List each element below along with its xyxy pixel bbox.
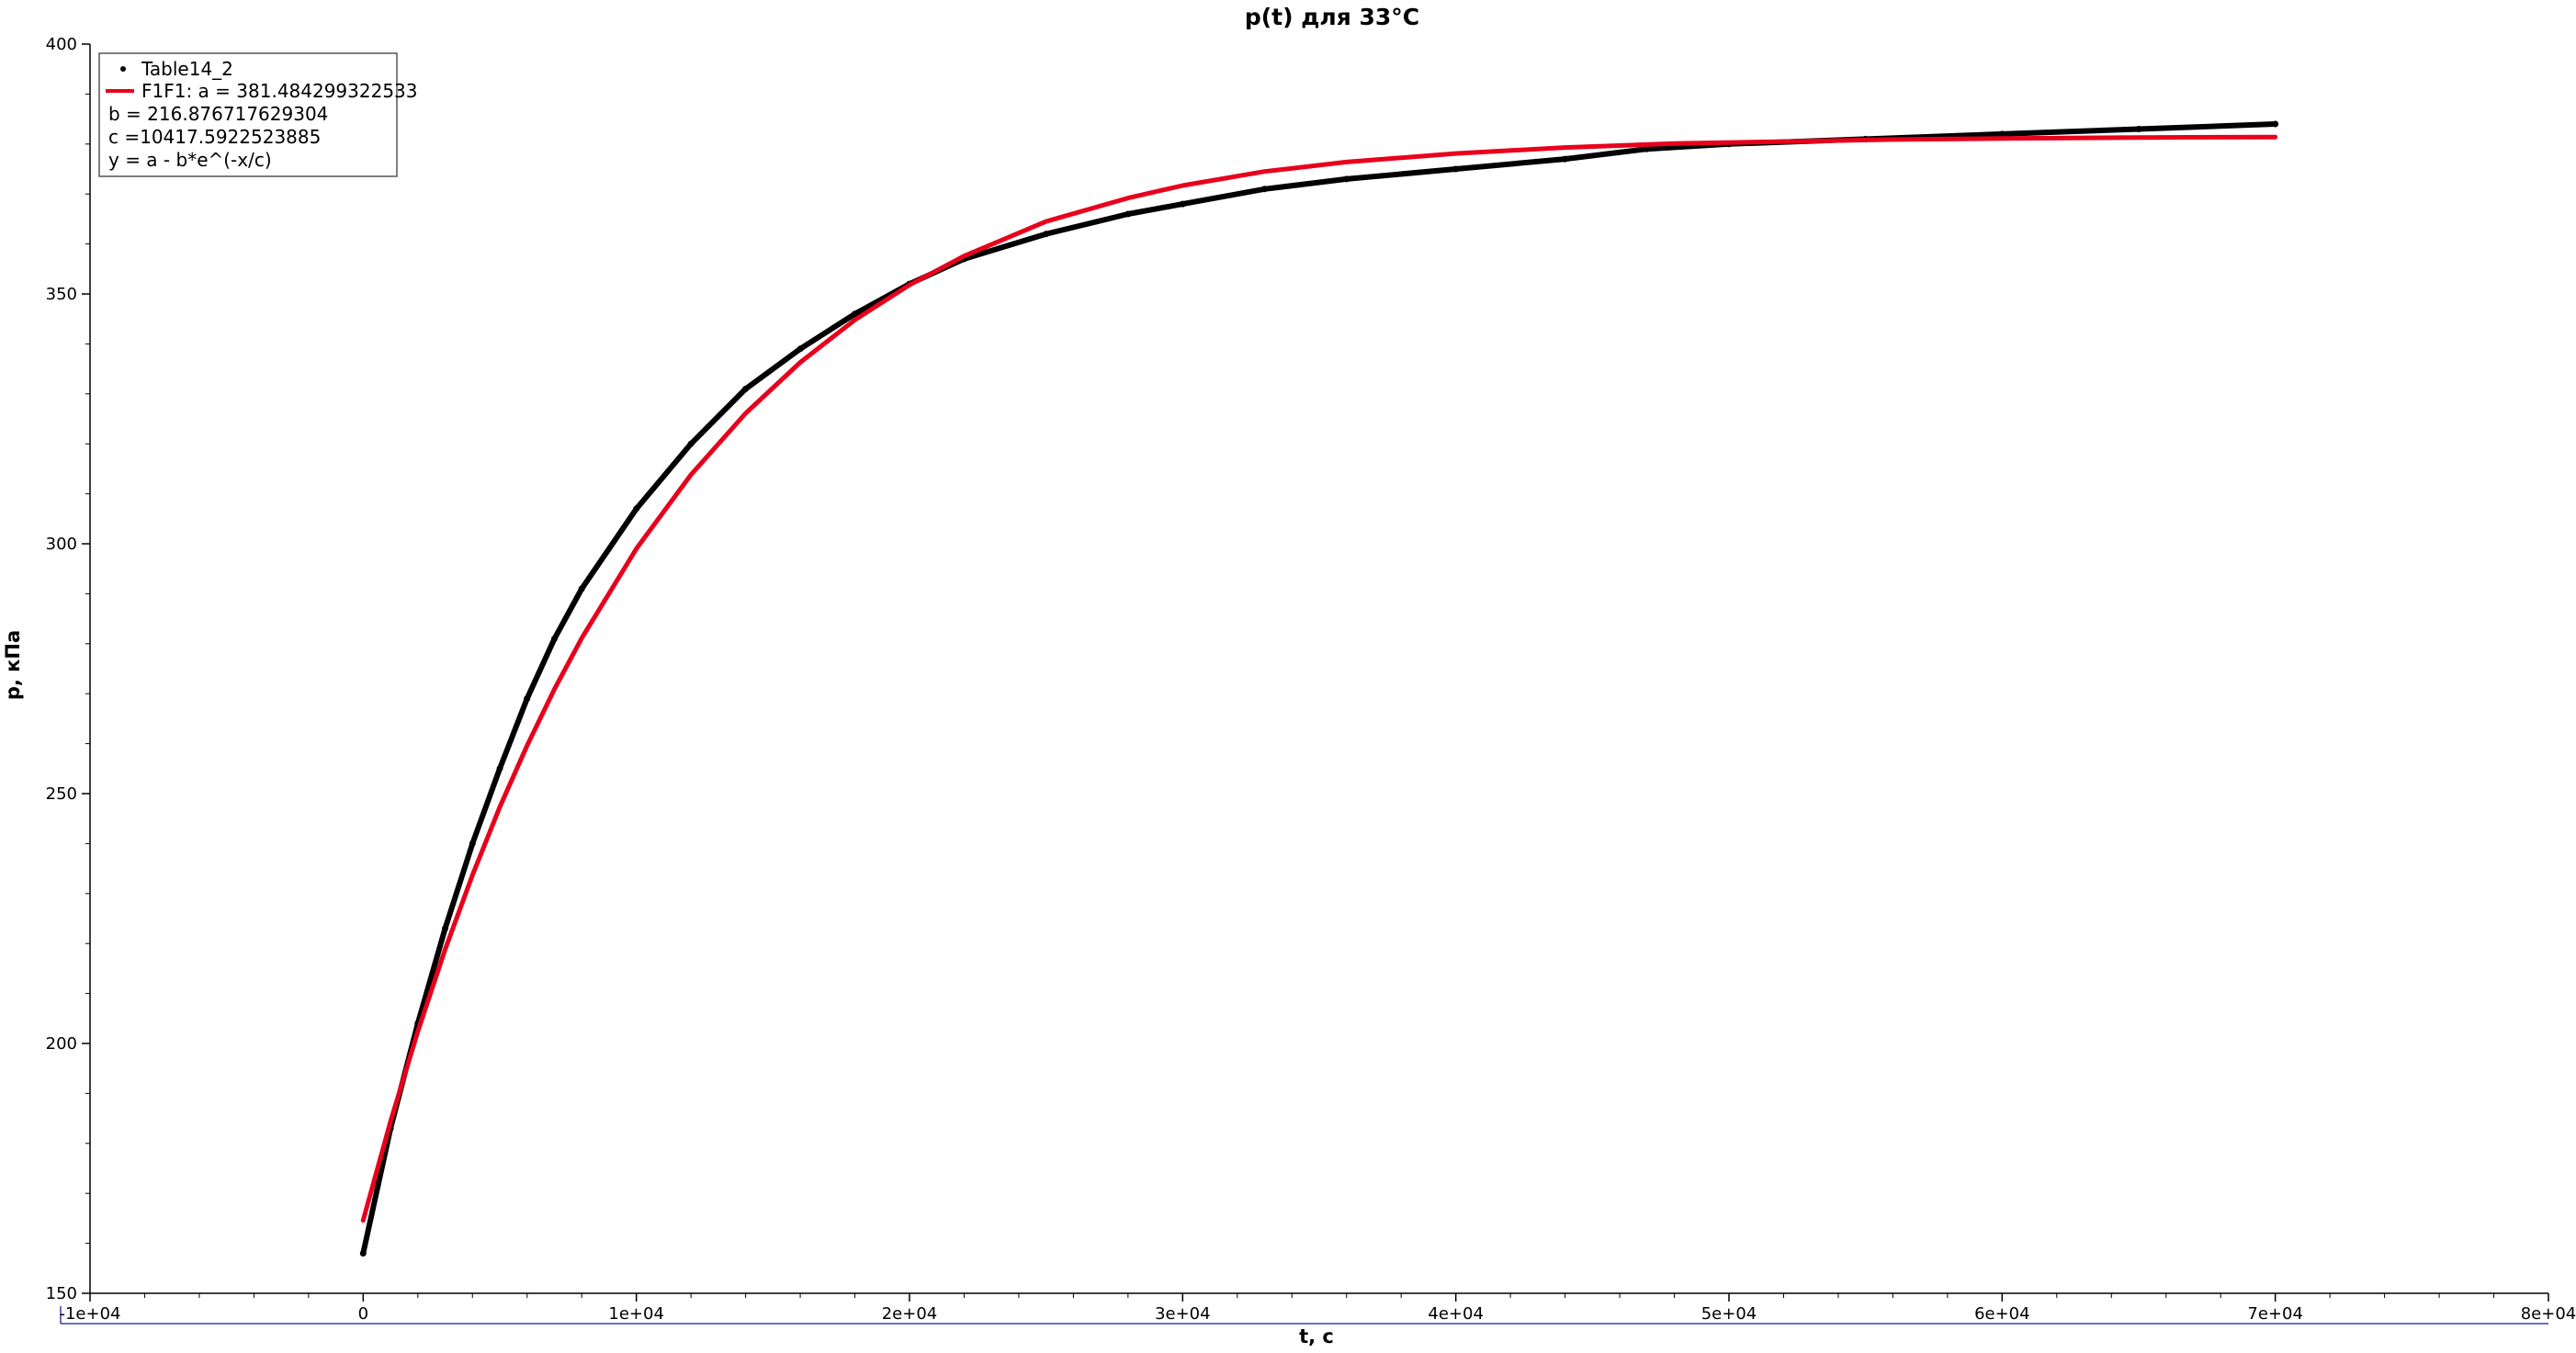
legend-box bbox=[98, 52, 398, 177]
data-series-trace bbox=[360, 121, 2278, 1257]
data-point bbox=[742, 385, 750, 392]
x-tick-label: 3e+04 bbox=[1155, 1304, 1211, 1324]
data-point bbox=[2135, 126, 2142, 132]
data-point bbox=[1124, 210, 1132, 218]
data-point bbox=[1562, 155, 1569, 163]
x-tick-label: 0 bbox=[358, 1304, 368, 1324]
data-point bbox=[2272, 120, 2279, 128]
data-point bbox=[797, 345, 804, 353]
data-point bbox=[1179, 200, 1186, 208]
data-point bbox=[687, 440, 695, 447]
x-tick-label: 1e+04 bbox=[608, 1304, 664, 1324]
x-tick-label: -1e+04 bbox=[59, 1304, 120, 1324]
data-point bbox=[1343, 175, 1350, 183]
legend-entry-label: F1F1: a = 381.484299322533 bbox=[141, 80, 418, 102]
data-point bbox=[469, 840, 476, 847]
data-point bbox=[633, 505, 640, 513]
legend-dot-marker bbox=[120, 66, 126, 72]
data-point bbox=[852, 310, 858, 318]
data-point bbox=[1644, 145, 1651, 152]
legend-formula-line: y = a - b*e^(-x/c) bbox=[108, 149, 272, 171]
y-tick-label: 400 bbox=[46, 35, 77, 54]
x-tick-label: 2e+04 bbox=[882, 1304, 938, 1324]
y-tick-label: 350 bbox=[46, 285, 77, 304]
data-point bbox=[442, 925, 448, 932]
legend-formula-line: b = 216.876717629304 bbox=[108, 103, 328, 125]
fit-curve-line bbox=[360, 134, 2278, 1223]
legend-entry-label: Table14_2 bbox=[141, 58, 233, 80]
x-tick-label: 5e+04 bbox=[1701, 1304, 1757, 1324]
plot-area bbox=[359, 120, 2279, 1257]
data-point bbox=[551, 635, 558, 642]
y-tick-label: 250 bbox=[46, 784, 77, 804]
data-point bbox=[1998, 130, 2005, 138]
x-tick-label: 6e+04 bbox=[1974, 1304, 2030, 1324]
y-tick-label: 300 bbox=[46, 535, 77, 554]
chart-title: p(t) для 33°C bbox=[1245, 4, 1419, 30]
x-axis-title: t, с bbox=[1299, 1325, 1334, 1347]
x-tick-label: 8e+04 bbox=[2521, 1304, 2576, 1324]
y-axis-title: p, кПа bbox=[2, 630, 24, 700]
axes: 150 200 250 300 350 400 -1e+04 0 1e+04 2e+04 3e+04… bbox=[46, 35, 2576, 1325]
y-tick-label: 150 bbox=[46, 1284, 77, 1303]
x-tick-label: 4e+04 bbox=[1428, 1304, 1484, 1324]
data-point bbox=[1043, 231, 1050, 238]
data-point bbox=[1452, 165, 1460, 173]
data-point bbox=[359, 1250, 367, 1257]
data-point bbox=[524, 695, 531, 703]
y-tick-label: 200 bbox=[46, 1034, 77, 1054]
data-point bbox=[496, 765, 503, 772]
data-point bbox=[1261, 186, 1268, 193]
legend-formula-line: c =10417.5922523885 bbox=[108, 126, 321, 148]
x-tick-label: 7e+04 bbox=[2247, 1304, 2303, 1324]
data-point bbox=[578, 585, 585, 592]
